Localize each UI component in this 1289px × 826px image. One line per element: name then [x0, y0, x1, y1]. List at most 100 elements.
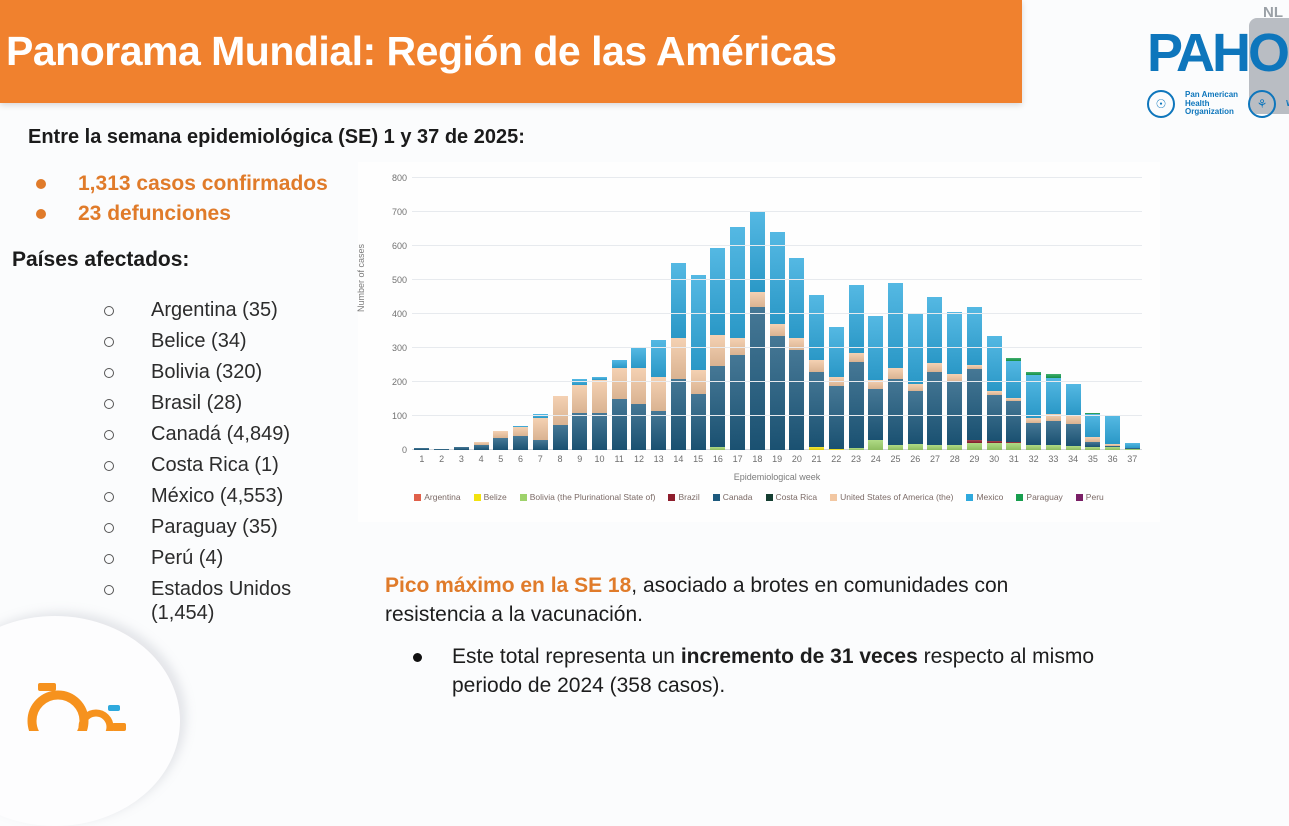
- legend-label: Peru: [1085, 492, 1104, 502]
- bar-segment: [868, 315, 884, 381]
- x-tick-label: 5: [498, 454, 504, 464]
- bar-segment: [769, 232, 785, 325]
- bar-segment: [828, 448, 844, 450]
- country-label: Brasil (28): [151, 392, 243, 414]
- bar-segment: [1065, 423, 1081, 446]
- bar-segment: [1105, 443, 1121, 446]
- page-title: Panorama Mundial: Región de las Américas: [6, 28, 837, 74]
- x-tick-label: 25: [890, 454, 901, 464]
- legend-label: Mexico: [976, 492, 1004, 502]
- bar-segment: [966, 369, 982, 441]
- bar-segment: [887, 283, 903, 369]
- bar-segment: [1045, 421, 1061, 445]
- x-tick-row: 1 2 3 4 5 6 7 8 9 10 11 12 13 14 15 16 17 18 19 20 21 22 23 24 2…: [412, 454, 1142, 464]
- bar-segment: [552, 395, 568, 425]
- y-tick-label: 500: [391, 275, 407, 285]
- x-tick-label: 33: [1048, 454, 1059, 464]
- legend-swatch-icon: [519, 493, 527, 501]
- gridline: [412, 279, 1142, 280]
- bar-segment: [493, 438, 509, 450]
- x-tick-label: 31: [1008, 454, 1019, 464]
- legend-item: Argentina: [414, 492, 461, 502]
- country-item: Paraguay (35): [104, 515, 334, 539]
- country-item: Perú (4): [104, 546, 334, 570]
- y-tick-label: 200: [391, 377, 407, 387]
- bar-segment: [986, 395, 1002, 442]
- bar-column: [1122, 178, 1142, 450]
- paho-emblem-icon: ☉: [1147, 90, 1175, 118]
- legend-swatch-icon: [473, 493, 481, 501]
- y-tick-label: 100: [391, 411, 407, 421]
- bar-column: [432, 178, 452, 450]
- legend-swatch-icon: [966, 493, 974, 501]
- x-tick-label: 27: [929, 454, 940, 464]
- x-tick-label: 9: [577, 454, 583, 464]
- bar-segment: [809, 371, 825, 447]
- country-label: Paraguay (35): [151, 516, 278, 538]
- bar-segment: [670, 263, 686, 338]
- bar-segment: [868, 439, 884, 450]
- bar-segment: [887, 444, 903, 450]
- y-tick-label: 600: [391, 241, 407, 251]
- bar-segment: [1006, 397, 1022, 402]
- bar-column: [965, 178, 985, 450]
- who-org-text: W O: [1286, 99, 1289, 109]
- bar-segment: [532, 414, 548, 418]
- bar-segment: [809, 446, 825, 450]
- peak-rest: , asociado a brotes en comunidades con r…: [385, 574, 1009, 626]
- gridline: [412, 211, 1142, 212]
- bar-column: [1004, 178, 1024, 450]
- bar-segment: [907, 443, 923, 450]
- x-tick-label: 36: [1107, 454, 1118, 464]
- mascot-logo: [27, 683, 126, 731]
- x-axis-title: Epidemiological week: [733, 472, 821, 482]
- bar-segment: [1006, 441, 1022, 444]
- circle-bullet-icon: [104, 461, 114, 471]
- country-item: Bolivia (320): [104, 360, 334, 384]
- bar-segment: [532, 439, 548, 450]
- gridline: [412, 347, 1142, 348]
- bar-column: [1044, 178, 1064, 450]
- gridline: [412, 245, 1142, 246]
- bar-segment: [532, 417, 548, 440]
- increase-text: Este total representa un incremento de 3…: [452, 644, 1095, 697]
- country-item: Belice (34): [104, 329, 334, 353]
- stat-item: 1,313 casos confirmados: [36, 172, 328, 196]
- paho-acronym: PAHO: [1147, 23, 1289, 83]
- bar-segment: [907, 383, 923, 392]
- legend-label: Costa Rica: [775, 492, 818, 502]
- paho-logo: PAHO ☉ Pan American Health Organization …: [1139, 18, 1289, 128]
- bar-segment: [868, 388, 884, 440]
- bar-segment: [927, 297, 943, 364]
- stats-list: 1,313 casos confirmados 23 defunciones: [36, 172, 328, 232]
- bar-segment: [749, 307, 765, 450]
- circle-bullet-icon: [104, 306, 114, 316]
- legend-item: Mexico: [966, 492, 1003, 502]
- bar-segment: [1006, 360, 1022, 398]
- bar-segment: [651, 410, 667, 450]
- bar-column: [846, 178, 866, 450]
- y-tick-label: 400: [391, 309, 407, 319]
- legend-item: Peru: [1075, 492, 1104, 502]
- bar-segment: [513, 426, 529, 427]
- bar-segment: [591, 380, 607, 413]
- bar-segment: [572, 378, 588, 386]
- bar-segment: [631, 348, 647, 369]
- bar-column: [629, 178, 649, 450]
- bar-column: [491, 178, 511, 450]
- bar-column: [412, 178, 432, 450]
- peak-text-block: Pico máximo en la SE 18, asociado a brot…: [385, 572, 1097, 701]
- bar-segment: [651, 339, 667, 377]
- x-tick-label: 37: [1127, 454, 1138, 464]
- legend-swatch-icon: [1075, 493, 1083, 501]
- x-tick-label: 6: [518, 454, 524, 464]
- bar-segment: [434, 448, 450, 450]
- bar-segment: [591, 412, 607, 450]
- x-tick-label: 13: [653, 454, 664, 464]
- increase-bullet: Este total representa un incremento de 3…: [385, 643, 1097, 701]
- bar-segment: [966, 307, 982, 366]
- legend-item: Belize: [473, 492, 507, 502]
- legend-label: Argentina: [424, 492, 461, 502]
- x-tick-label: 22: [831, 454, 842, 464]
- bar-segment: [710, 335, 726, 366]
